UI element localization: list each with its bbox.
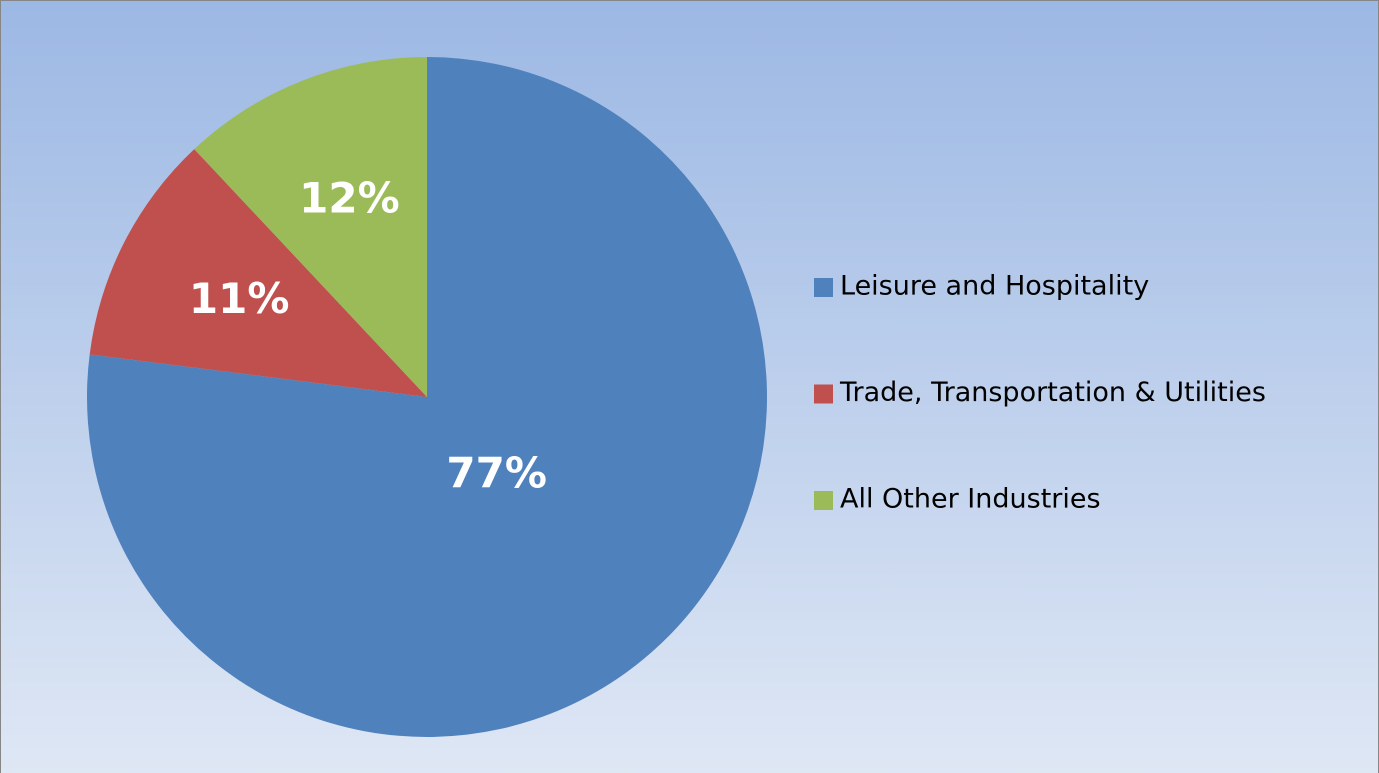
legend-swatch [814, 278, 833, 297]
pie-slice [194, 57, 427, 397]
legend-text: Leisure and Hospitality [840, 271, 1149, 302]
legend-text: All Other Industries [840, 484, 1101, 515]
legend-swatch [814, 384, 833, 404]
slice-label: 77% [446, 449, 547, 498]
pie-slice [86, 57, 767, 737]
slice-label: 11% [189, 274, 290, 323]
legend-text: Trade, Transportation & Utilities [839, 377, 1266, 408]
pie-slice [89, 149, 427, 397]
slice-label: 12% [299, 174, 400, 223]
legend-swatch [814, 491, 833, 510]
